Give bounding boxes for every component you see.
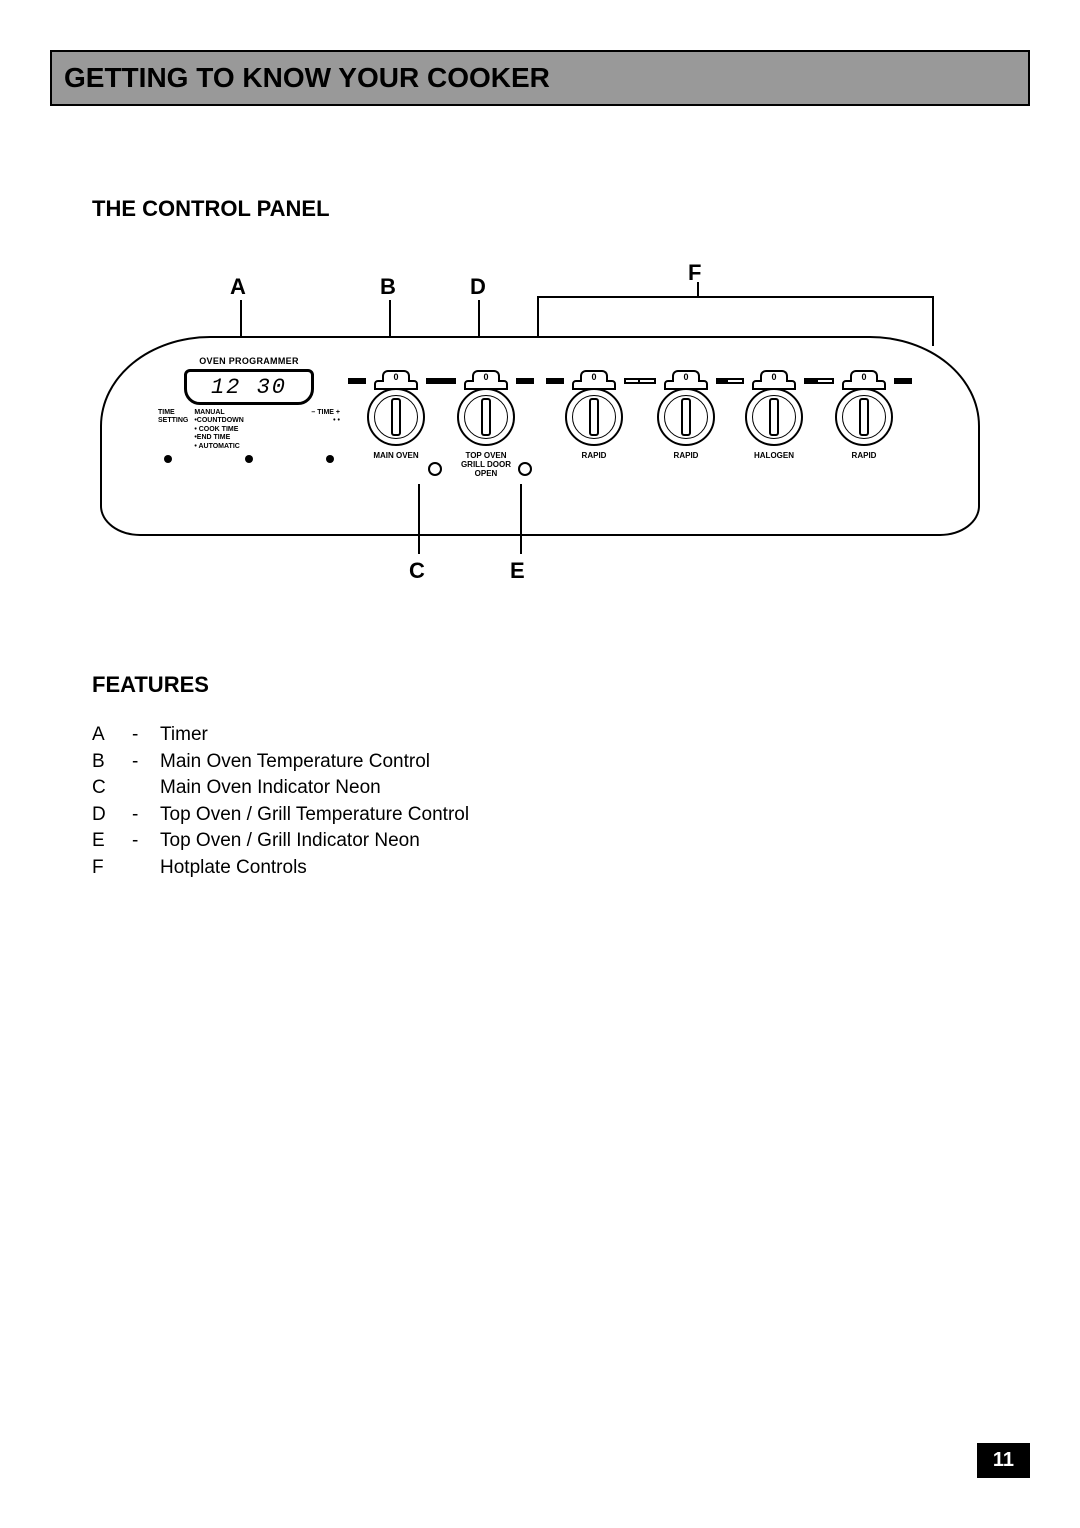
knob-zero-indicator: 0 (850, 370, 878, 382)
feature-dash (132, 775, 160, 802)
callout-line-C (418, 484, 420, 554)
hotplate-position-indicator (516, 378, 534, 384)
knob-caption: TOP OVEN GRILL DOOR OPEN (452, 452, 520, 478)
feature-row: D - Top Oven / Grill Temperature Control (92, 802, 1030, 829)
hotplate-position-indicator (726, 378, 744, 384)
hotplate-position-indicator (438, 378, 456, 384)
callout-line-F-top (697, 282, 699, 296)
callout-bracket-F-right (932, 296, 934, 346)
callout-label-C: C (409, 558, 425, 584)
feature-row: A - Timer (92, 722, 1030, 749)
feature-dash: - (132, 802, 160, 829)
knob-caption: RAPID (652, 452, 720, 461)
knob-caption: HALOGEN (740, 452, 808, 461)
timer-display-value: 12 30 (211, 375, 287, 400)
control-knob[interactable]: 0 RAPID (652, 370, 720, 461)
knob-zero-indicator: 0 (382, 370, 410, 382)
feature-letter: E (92, 828, 132, 855)
programmer-button-row (154, 451, 344, 463)
callout-label-D: D (470, 274, 486, 300)
programmer-title: OVEN PROGRAMMER (154, 356, 344, 366)
feature-desc: Top Oven / Grill Temperature Control (160, 802, 469, 829)
feature-letter: B (92, 749, 132, 776)
features-list: A - Timer B - Main Oven Temperature Cont… (92, 722, 1030, 882)
programmer-mode-list: MANUAL •COUNTDOWN • COOK TIME •END TIME … (188, 409, 311, 451)
programmer-time-adjust: – TIME + • • (311, 409, 340, 451)
indicator-neon (518, 462, 532, 476)
feature-row: B - Main Oven Temperature Control (92, 749, 1030, 776)
hotplate-position-indicator (638, 378, 656, 384)
knob-zero-indicator: 0 (472, 370, 500, 382)
programmer-labels-row: TIME SETTING MANUAL •COUNTDOWN • COOK TI… (154, 409, 344, 451)
page-number: 11 (977, 1443, 1030, 1478)
feature-row: E - Top Oven / Grill Indicator Neon (92, 828, 1030, 855)
callout-label-B: B (380, 274, 396, 300)
control-panel-heading: THE CONTROL PANEL (92, 196, 1030, 222)
feature-desc: Main Oven Indicator Neon (160, 775, 381, 802)
section-title-bar: GETTING TO KNOW YOUR COOKER (50, 50, 1030, 106)
feature-letter: D (92, 802, 132, 829)
knob-dial[interactable] (367, 388, 425, 446)
programmer-button-right[interactable] (326, 455, 334, 463)
control-knob[interactable]: 0 TOP OVEN GRILL DOOR OPEN (452, 370, 520, 478)
programmer-button-left[interactable] (164, 455, 172, 463)
knob-zero-indicator: 0 (760, 370, 788, 382)
knob-dial[interactable] (565, 388, 623, 446)
knob-dial[interactable] (657, 388, 715, 446)
hotplate-position-indicator (816, 378, 834, 384)
hotplate-position-indicator (894, 378, 912, 384)
callout-label-E: E (510, 558, 525, 584)
timer-display-window: 12 30 (184, 369, 314, 405)
feature-desc: Timer (160, 722, 208, 749)
feature-row: F Hotplate Controls (92, 855, 1030, 882)
feature-letter: C (92, 775, 132, 802)
callout-label-A: A (230, 274, 246, 300)
knob-zero-indicator: 0 (672, 370, 700, 382)
feature-dash: - (132, 828, 160, 855)
knob-dial[interactable] (835, 388, 893, 446)
programmer-time-setting: TIME SETTING (158, 409, 188, 451)
hotplate-position-indicator (348, 378, 366, 384)
feature-desc: Main Oven Temperature Control (160, 749, 430, 776)
feature-desc: Hotplate Controls (160, 855, 307, 882)
knob-caption: MAIN OVEN (362, 452, 430, 461)
control-knob[interactable]: 0 MAIN OVEN (362, 370, 430, 461)
feature-letter: F (92, 855, 132, 882)
feature-dash: - (132, 749, 160, 776)
feature-desc: Top Oven / Grill Indicator Neon (160, 828, 420, 855)
feature-dash: - (132, 722, 160, 749)
knob-caption: RAPID (830, 452, 898, 461)
feature-dash (132, 855, 160, 882)
feature-letter: A (92, 722, 132, 749)
feature-row: C Main Oven Indicator Neon (92, 775, 1030, 802)
knob-dial[interactable] (745, 388, 803, 446)
section-title: GETTING TO KNOW YOUR COOKER (64, 62, 550, 93)
knob-dial[interactable] (457, 388, 515, 446)
callout-label-F: F (688, 260, 701, 286)
hotplate-position-indicator (546, 378, 564, 384)
control-knob[interactable]: 0 RAPID (560, 370, 628, 461)
programmer-button-mid[interactable] (245, 455, 253, 463)
features-heading: FEATURES (92, 672, 1030, 698)
knob-zero-indicator: 0 (580, 370, 608, 382)
control-knob[interactable]: 0 HALOGEN (740, 370, 808, 461)
indicator-neon (428, 462, 442, 476)
oven-programmer: OVEN PROGRAMMER 12 30 TIME SETTING MANUA… (154, 356, 344, 463)
callout-bracket-F (537, 296, 932, 298)
control-knob[interactable]: 0 RAPID (830, 370, 898, 461)
control-panel-figure: A B D F OVEN PROGRAMMER 12 30 TIME SETTI… (100, 272, 980, 592)
knob-caption: RAPID (560, 452, 628, 461)
callout-line-E (520, 484, 522, 554)
